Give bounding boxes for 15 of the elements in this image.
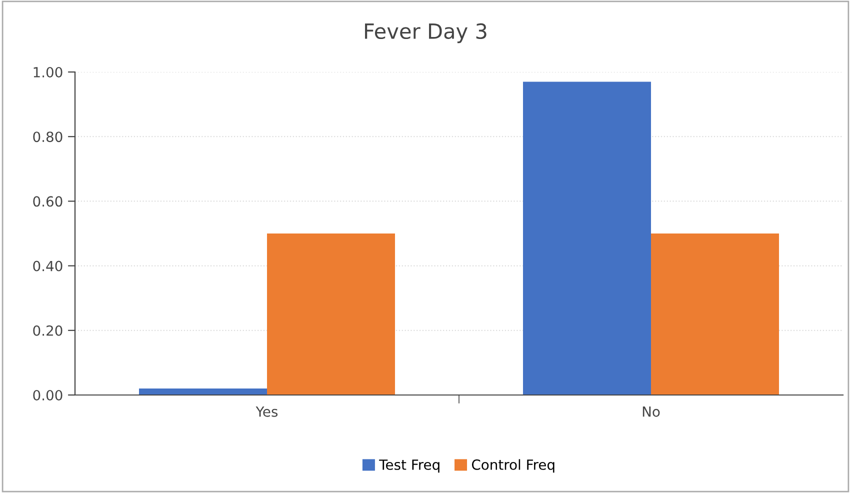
- y-tick-label: 0.00: [33, 390, 62, 400]
- y-tick-label: 0.20: [33, 325, 62, 336]
- legend-label: Control Freq: [472, 459, 554, 473]
- x-tick-label: No: [642, 406, 660, 417]
- y-tick-label: 0.80: [33, 132, 62, 142]
- y-tick-label: 0.60: [33, 196, 62, 207]
- x-tick-label: Yes: [256, 406, 278, 417]
- y-tick-label: 1.00: [34, 66, 62, 78]
- y-tick-label: 0.40: [33, 260, 62, 272]
- chart-title: Fever Day 3: [365, 23, 486, 44]
- bar: [651, 234, 779, 395]
- bar: [139, 388, 267, 395]
- bar: [523, 82, 651, 395]
- legend-label: Test Freq: [379, 460, 440, 473]
- bar: [267, 234, 395, 395]
